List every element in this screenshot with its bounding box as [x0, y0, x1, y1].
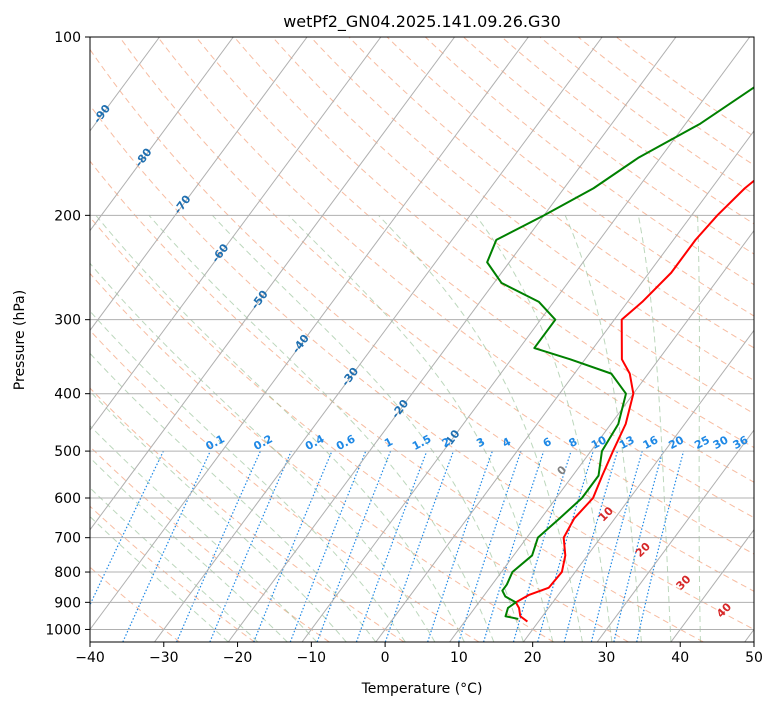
dry-adiabat-line [195, 37, 754, 483]
x-tick-label: 50 [745, 650, 763, 666]
mixing-ratio-label: 30 [711, 433, 731, 452]
skewed-isotherm-line [90, 37, 529, 631]
moist-adiabat-line [90, 352, 377, 642]
moist-adiabat-line [288, 214, 554, 642]
y-tick-label: 1000 [45, 622, 81, 638]
moist-adiabat-line [90, 390, 347, 642]
mixing-ratio-label: 13 [617, 433, 637, 452]
series-layer [486, 86, 754, 623]
skewed-isotherm-line [670, 528, 754, 642]
moist-adiabat-line [637, 215, 672, 642]
skewed-isotherm-line [227, 37, 677, 642]
moist-adiabat-line [90, 425, 318, 642]
mixing-ratio-label: 25 [692, 433, 712, 452]
skewed-isotherm-line [90, 37, 234, 232]
dry-adiabat-line [233, 37, 754, 449]
dry-adiabat-line [90, 48, 754, 592]
y-tick-label: 700 [54, 531, 81, 547]
moist-adiabat-line [378, 214, 583, 642]
mixing-ratio-line [253, 450, 333, 642]
skewed-isotherm-line [0, 37, 12, 642]
y-tick-label: 900 [54, 595, 81, 611]
mixing-ratio-line [316, 450, 392, 642]
grid-layer [0, 37, 754, 642]
dry-adiabat-line [90, 216, 629, 642]
skewed-isotherm-line [522, 329, 754, 642]
moist-adiabat-line [90, 262, 436, 642]
skewed-isotherm-line [449, 229, 754, 642]
x-tick-label: −40 [75, 650, 105, 666]
plot-frame [89, 36, 755, 643]
x-tick-label: 40 [671, 650, 689, 666]
dry-adiabat-line [90, 329, 480, 642]
mixing-ratio-line [289, 450, 367, 642]
y-tick-label: 100 [54, 30, 81, 46]
y-tick-label: 300 [54, 313, 81, 329]
chart-title: wetPf2_GN04.2025.141.09.26.G30 [283, 12, 561, 32]
dry-adiabat-line [119, 37, 754, 555]
mixing-ratio-line [355, 450, 428, 642]
y-tick-label: 600 [54, 491, 81, 507]
dewpoint-profile-line [486, 86, 754, 620]
x-tick-label: 20 [524, 650, 542, 666]
mixing-ratio-line [590, 450, 643, 642]
mixing-ratio-line [90, 450, 164, 607]
y-tick-label: 200 [54, 208, 81, 224]
mixing-ratio-label: 36 [731, 433, 751, 452]
mixing-ratio-line [613, 450, 664, 642]
skewed-isotherm-line [154, 37, 603, 642]
y-tick-label: 400 [54, 387, 81, 403]
moist-adiabat-line [148, 215, 495, 642]
mixing-ratio-line [512, 450, 572, 642]
mixing-ratio-line [384, 450, 455, 642]
dry-adiabat-line [424, 37, 754, 286]
moist-adiabat-line [697, 215, 701, 642]
dry-adiabat-line [90, 160, 704, 642]
x-axis: −40 −30 −20 −10 0 10 20 30 40 50 [75, 642, 763, 666]
dry-adiabat-line [310, 37, 754, 381]
x-axis-title: Temperature (°C) [361, 681, 483, 697]
skewed-isotherm-line [90, 37, 308, 332]
moist-adiabat-line [564, 215, 642, 642]
moist-adiabat-line [95, 215, 465, 642]
moist-adiabat-line [90, 310, 406, 642]
x-tick-label: 30 [598, 650, 616, 666]
y-tick-label: 800 [54, 565, 81, 581]
y-tick-label: 500 [54, 444, 81, 460]
x-tick-label: 0 [381, 650, 390, 666]
dry-adiabat-line [90, 272, 554, 642]
dry-adiabat-line [348, 37, 754, 349]
x-tick-label: −30 [149, 650, 179, 666]
mixing-ratio-line [209, 450, 292, 642]
y-axis-title: Pressure (hPa) [12, 290, 28, 390]
dry-adiabat-line [577, 37, 754, 166]
temperature-profile-line [514, 179, 754, 623]
dry-adiabat-line [90, 387, 405, 642]
moist-adiabat-line [211, 214, 524, 642]
x-tick-label: 10 [450, 650, 468, 666]
mixing-ratio-label: 16 [641, 433, 661, 452]
moist-adiabat-line [90, 457, 288, 642]
moist-adiabat-line [90, 487, 259, 642]
moist-adiabat-line [90, 515, 229, 642]
mixing-ratio-line [636, 450, 685, 642]
skewed-isotherm-line [375, 130, 754, 642]
mixing-ratio-label: 20 [666, 433, 686, 452]
skewed-isotherm-line [90, 37, 456, 531]
dry-adiabat-line [157, 37, 754, 519]
x-tick-label: −10 [297, 650, 327, 666]
skewed-isotherm-line [90, 37, 382, 431]
x-tick-label: −20 [223, 650, 253, 666]
mixing-ratio-line [563, 450, 619, 642]
isotherm-label: -100 [45, 57, 72, 87]
dry-adiabat-line [386, 37, 754, 317]
mixing-ratio-label: 10 [589, 433, 609, 452]
y-axis: 100 200 300 400 500 600 700 800 900 1000 [45, 30, 90, 638]
dry-adiabat-line [90, 505, 255, 642]
skewed-isotherm-line [596, 429, 754, 642]
